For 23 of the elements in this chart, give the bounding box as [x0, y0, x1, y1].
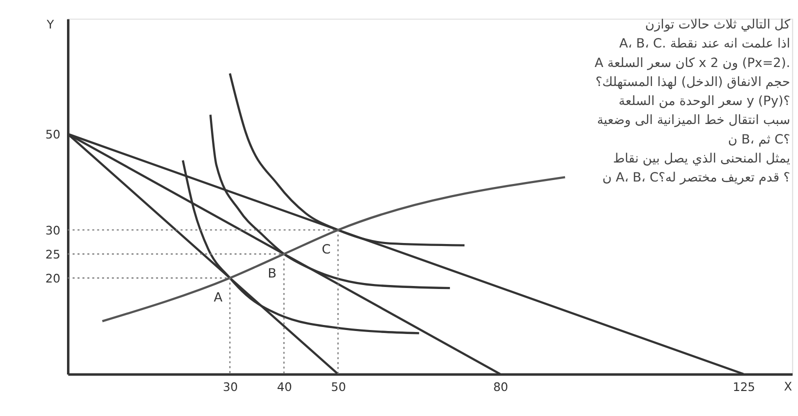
x-tick-label: 50 [331, 380, 346, 394]
x-tick-label: 125 [732, 380, 756, 394]
annotation: ن B، ثم C؟ [728, 132, 790, 148]
annotation: ن A، B، C؟ قدم تعريف مختصر له؟ [602, 170, 790, 186]
annotation: A [214, 290, 223, 306]
y-tick-label: 25 [45, 247, 60, 262]
annotation: حجم الانفاق (الدخل) لهذا المستهلك؟ [596, 74, 790, 90]
y-tick-label: 30 [45, 223, 60, 238]
annotation: يمثل المنحنى الذي يصل بين نقاط [612, 151, 791, 166]
annotation: A، B، C. اذا علمت انه عند نقطة [619, 36, 790, 52]
annotation: C [322, 242, 331, 258]
y-axis-title: Y [46, 18, 55, 32]
annotation: A كان سعر السلعة x 2 ون (Px=2). [594, 56, 790, 71]
annotation: سعر الوحدة من السلعة y (Py)؟ [618, 94, 790, 110]
x-axis-title: X [784, 380, 792, 394]
x-tick-label: 40 [276, 380, 292, 394]
y-tick-label: 20 [45, 271, 60, 286]
annotation: كل التالي ثلاث حالات توازن [645, 18, 792, 33]
x-tick-label: 30 [222, 380, 238, 394]
y-tick-label: 50 [45, 127, 60, 142]
x-tick-label: 80 [493, 380, 508, 394]
annotation: سبب انتقال خط الميزانية الى وضعية [596, 113, 790, 128]
annotation: B [268, 266, 277, 282]
